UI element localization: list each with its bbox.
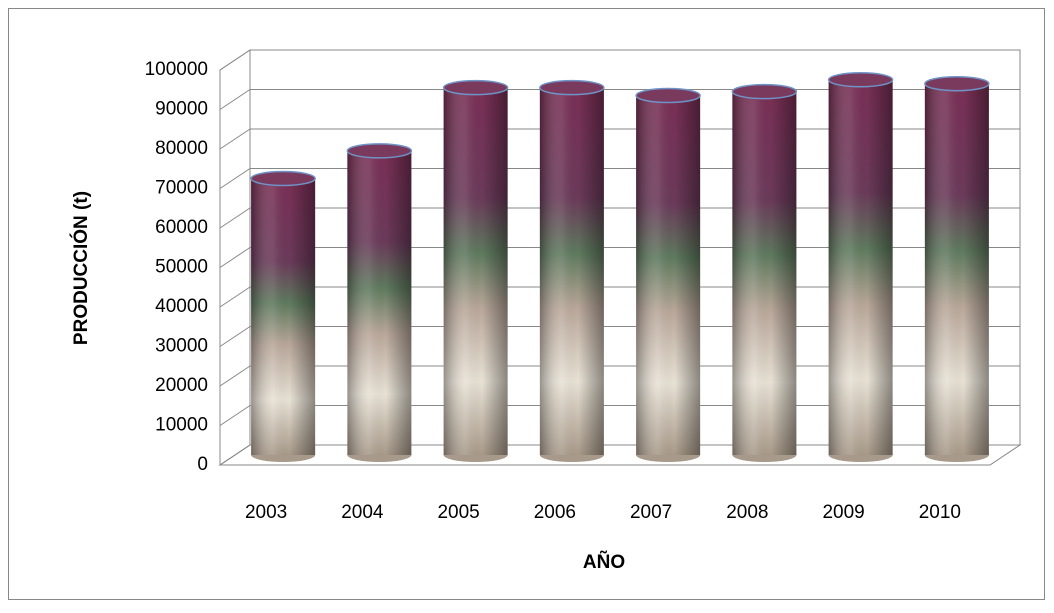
x-tick-label: 2006 <box>534 502 576 523</box>
bar-top <box>829 73 893 87</box>
bar-shade <box>925 84 989 455</box>
bar-top <box>732 85 796 99</box>
bar-top <box>251 172 315 186</box>
x-tick-label: 2010 <box>919 502 961 523</box>
bar-shade <box>732 92 796 455</box>
bar-top <box>444 81 508 95</box>
y-tick-label: 70000 <box>155 178 208 199</box>
bar-shade <box>636 96 700 455</box>
bar-top <box>347 144 411 158</box>
chart: PRODUCCIÓN (t) AÑO 0 10000 20000 30000 40000… <box>0 0 1054 608</box>
bar-shade <box>829 80 893 455</box>
y-tick-label: 90000 <box>155 99 208 120</box>
y-tick-label: 10000 <box>155 415 208 436</box>
x-tick-label: 2003 <box>245 502 287 523</box>
x-tick-label: 2008 <box>726 502 768 523</box>
y-tick-label: 100000 <box>145 59 208 80</box>
bar-top <box>925 77 989 91</box>
bar-top <box>636 89 700 103</box>
y-tick-label: 60000 <box>155 217 208 238</box>
y-tick-label: 20000 <box>155 375 208 396</box>
bar-top <box>540 81 604 95</box>
y-tick-label: 0 <box>197 454 208 475</box>
y-tick-label: 30000 <box>155 336 208 357</box>
x-tick-label: 2007 <box>630 502 672 523</box>
y-axis-title: PRODUCCIÓN (t) <box>70 191 92 345</box>
x-tick-label: 2009 <box>822 502 864 523</box>
bar-shade <box>540 88 604 455</box>
y-tick-label: 40000 <box>155 296 208 317</box>
y-tick-label: 80000 <box>155 138 208 159</box>
bar-shade <box>444 88 508 455</box>
x-axis-title: AÑO <box>583 551 625 573</box>
x-tick-label: 2005 <box>437 502 479 523</box>
x-tick-label: 2004 <box>341 502 384 523</box>
bar-shade <box>251 179 315 456</box>
y-tick-label: 50000 <box>155 257 208 278</box>
bar-shade <box>347 151 411 455</box>
